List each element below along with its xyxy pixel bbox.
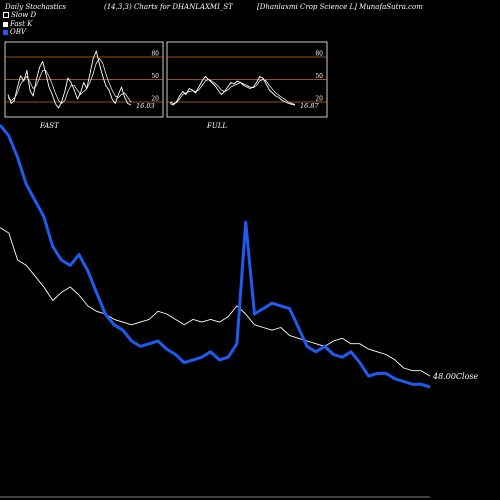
legend-swatch-slow-d <box>3 12 9 18</box>
panel-full-tick-50: 50 <box>315 73 323 80</box>
panel-fast-tick-80: 80 <box>151 51 159 58</box>
panel-full-series-1 <box>169 76 296 106</box>
chart-title-left: Daily Stochastics <box>5 3 67 11</box>
legend-label-slow-d: Slow D <box>11 11 37 19</box>
panel-full-series-2 <box>169 79 296 105</box>
legend-swatch-fast-k <box>3 22 8 27</box>
panel-fast-last-value: 16.03 <box>136 102 155 110</box>
close-line <box>0 227 431 377</box>
panel-full-tick-20: 20 <box>315 96 323 103</box>
legend-label-fast-k: Fast K <box>10 20 33 28</box>
panel-full-title: FULL <box>206 122 227 130</box>
panel-fast-series-1 <box>7 50 132 109</box>
main-chart: 48.00Close <box>0 124 479 498</box>
panel-full-last-value: 16.87 <box>300 102 319 110</box>
panel-fast: 20 50 80 16.03 FAST <box>4 41 164 130</box>
legend-swatch-obv <box>3 30 8 35</box>
panel-fast-tick-50: 50 <box>151 73 159 80</box>
legend-label-obv: OBV <box>10 28 26 36</box>
chart-title-right: [Dhanlaxmi Crop Science L] MunafaSutra.c… <box>257 3 423 11</box>
legend-slow-d: Slow D <box>3 11 36 19</box>
panel-fast-tick-20: 20 <box>151 96 159 103</box>
close-last-value: 48.00Close <box>432 372 479 381</box>
legend-fast-k: Fast K <box>3 20 32 28</box>
panel-full: 20 50 80 16.87 FULL <box>166 41 328 130</box>
panel-fast-series-2 <box>7 58 132 104</box>
panel-fast-title: FAST <box>39 122 60 130</box>
chart-title-middle: (14,3,3) Charts for DHANLAXMI_ST <box>104 3 233 11</box>
panel-full-tick-80: 80 <box>315 51 323 58</box>
legend-obv: OBV <box>3 28 26 36</box>
obv-line <box>0 124 431 389</box>
